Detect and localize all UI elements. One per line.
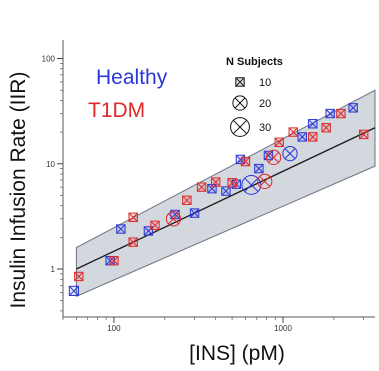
marker-cross-b <box>235 77 245 87</box>
marker-cross-b <box>150 220 160 230</box>
marker-cross-b <box>348 103 358 113</box>
marker-circle <box>282 145 298 162</box>
size-legend-label-30: 30 <box>259 122 271 134</box>
point-t1dm <box>288 127 298 137</box>
point-t1dm <box>128 212 138 223</box>
marker-cross-b <box>359 129 369 139</box>
marker-cross-b <box>274 137 284 147</box>
marker-circle <box>257 173 273 190</box>
y-tick-label: 100 <box>42 55 56 64</box>
point-t1dm <box>182 195 192 205</box>
marker-cross-b <box>284 148 296 159</box>
point-healthy <box>189 208 200 218</box>
marker-circle <box>230 117 250 137</box>
point-t1dm <box>274 137 284 147</box>
marker-cross-b <box>116 224 126 234</box>
size-legend-label-10: 10 <box>259 77 271 89</box>
marker-cross-b <box>234 97 246 109</box>
point-healthy <box>297 132 307 142</box>
marker-cross-b <box>254 164 264 174</box>
x-tick-label: 1000 <box>274 324 292 333</box>
size-legend: N Subjects 10 20 30 <box>226 56 283 137</box>
marker-cross-b <box>235 154 245 164</box>
point-t1dm <box>336 108 346 119</box>
point-t1dm <box>211 177 221 187</box>
marker-circle <box>265 149 282 166</box>
marker-cross-b <box>227 178 237 188</box>
y-tick-label: 1 <box>51 265 56 274</box>
marker-cross-b <box>297 132 307 142</box>
point-healthy <box>235 154 246 165</box>
marker-cross-b <box>197 182 207 192</box>
point-healthy <box>282 145 298 162</box>
point-t1dm <box>358 129 369 140</box>
y-tick-label: 10 <box>46 160 55 169</box>
points-layer <box>68 103 369 296</box>
marker-cross-b <box>128 237 138 247</box>
point-healthy <box>348 103 358 113</box>
marker-cross-b <box>336 109 346 119</box>
point-t1dm <box>165 211 182 227</box>
marker-cross-b <box>190 208 200 218</box>
size-legend-mark-20 <box>232 95 248 111</box>
x-axis-title: [INS] (pM) <box>189 342 285 365</box>
fit-line-layer <box>76 127 376 270</box>
marker-cross-b <box>321 123 331 133</box>
point-t1dm <box>227 178 237 188</box>
point-t1dm <box>109 255 119 266</box>
marker-cross-b <box>128 212 138 222</box>
point-healthy <box>68 285 79 296</box>
marker-cross-b <box>211 177 221 187</box>
marker-cross-b <box>259 176 271 187</box>
point-t1dm <box>150 220 160 231</box>
marker-cross-b <box>325 109 335 119</box>
axes-layer <box>62 40 375 318</box>
marker-cross-b <box>109 256 119 266</box>
legend-label-healthy: Healthy <box>96 66 168 89</box>
size-legend-mark-30 <box>230 117 250 137</box>
marker-cross-b <box>233 120 247 134</box>
legend-label-t1dm: T1DM <box>88 99 145 122</box>
y-axis-title: Insulin Infusion Rate (IIR) <box>7 72 30 309</box>
fit-line <box>76 127 376 270</box>
point-t1dm <box>321 123 331 133</box>
marker-cross-b <box>288 127 298 137</box>
size-legend-mark-10 <box>235 77 245 87</box>
marker-cross-b <box>240 156 251 167</box>
marker-circle <box>232 95 248 111</box>
point-t1dm <box>257 173 273 190</box>
point-t1dm <box>240 156 251 167</box>
point-healthy <box>254 163 264 174</box>
marker-cross-b <box>268 152 279 163</box>
marker-cross-b <box>263 150 273 160</box>
marker-cross-b <box>68 285 79 296</box>
point-t1dm <box>196 182 207 192</box>
point-healthy <box>308 119 318 129</box>
marker-cross-b <box>244 177 259 192</box>
marker-cross-b <box>168 213 179 225</box>
marker-circle <box>165 211 182 227</box>
series-legend: Healthy T1DM <box>88 66 168 122</box>
point-healthy <box>116 224 126 234</box>
point-healthy <box>325 108 335 119</box>
x-tick-label: 100 <box>107 324 121 333</box>
marker-cross-b <box>74 271 84 281</box>
marker-cross-b <box>308 132 318 142</box>
point-healthy <box>221 186 231 196</box>
point-healthy <box>263 150 274 161</box>
marker-cross-b <box>308 119 318 129</box>
point-t1dm <box>74 271 84 282</box>
marker-cross-b <box>221 186 231 196</box>
point-t1dm <box>308 132 318 142</box>
marker-cross-b <box>182 195 192 205</box>
ticks-layer: 100 1000 1 10 100 <box>42 55 365 333</box>
size-legend-marks <box>230 77 250 137</box>
point-t1dm <box>265 149 282 166</box>
point-t1dm <box>128 237 138 247</box>
size-legend-title: N Subjects <box>226 56 283 68</box>
size-legend-label-20: 20 <box>259 98 271 110</box>
